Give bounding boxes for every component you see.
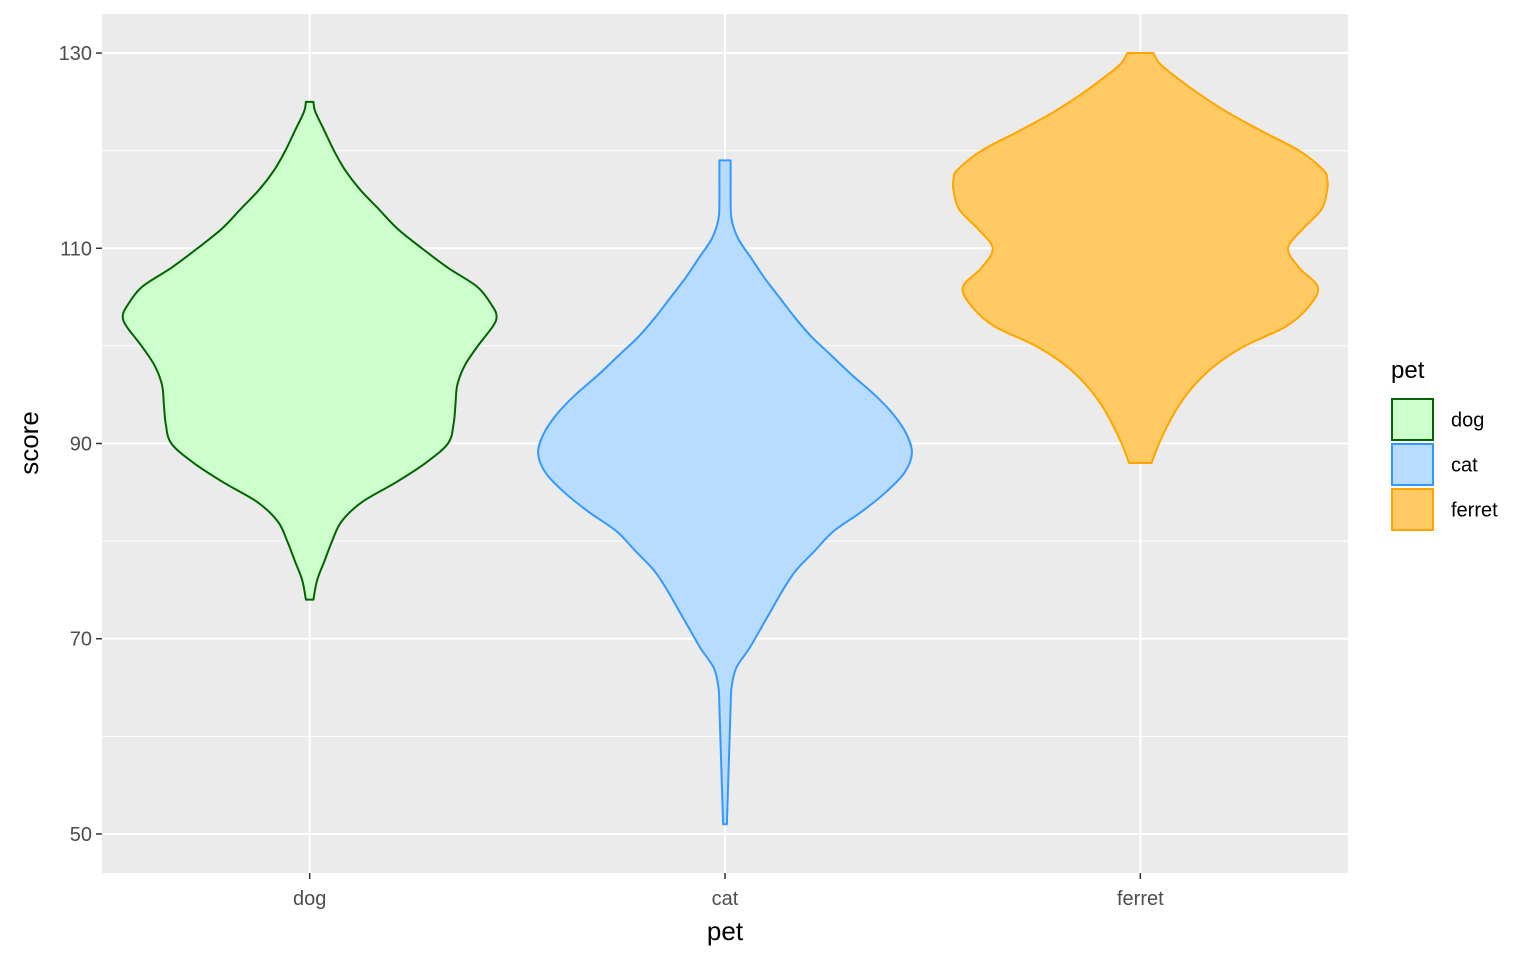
legend-label-cat: cat [1451,455,1478,477]
x-axis-title: pet [707,916,744,946]
y-tick-label: 110 [60,238,92,260]
legend: pet dog cat ferret [1391,357,1498,531]
legend-key-dog [1391,398,1434,441]
legend-label-ferret: ferret [1451,500,1498,522]
y-axis: 50 70 90 110 130 [59,43,102,846]
y-axis-title: score [14,411,44,475]
legend-key-cat [1391,443,1434,486]
legend-key-ferret [1391,488,1434,531]
y-tick-label: 130 [59,43,92,65]
legend-title: pet [1391,357,1425,384]
y-tick-label: 50 [70,824,92,846]
legend-label-dog: dog [1451,410,1484,432]
x-tick-label: ferret [1117,888,1164,910]
violin-ferret [951,52,1329,465]
y-tick-label: 70 [70,629,92,651]
violin-cat [537,159,913,826]
x-axis: dog cat ferret [293,873,1164,910]
x-tick-label: dog [293,888,326,910]
violins [121,52,1329,826]
y-tick-label: 90 [70,434,92,456]
violin-dog [121,100,498,601]
x-tick-label: cat [712,888,739,910]
